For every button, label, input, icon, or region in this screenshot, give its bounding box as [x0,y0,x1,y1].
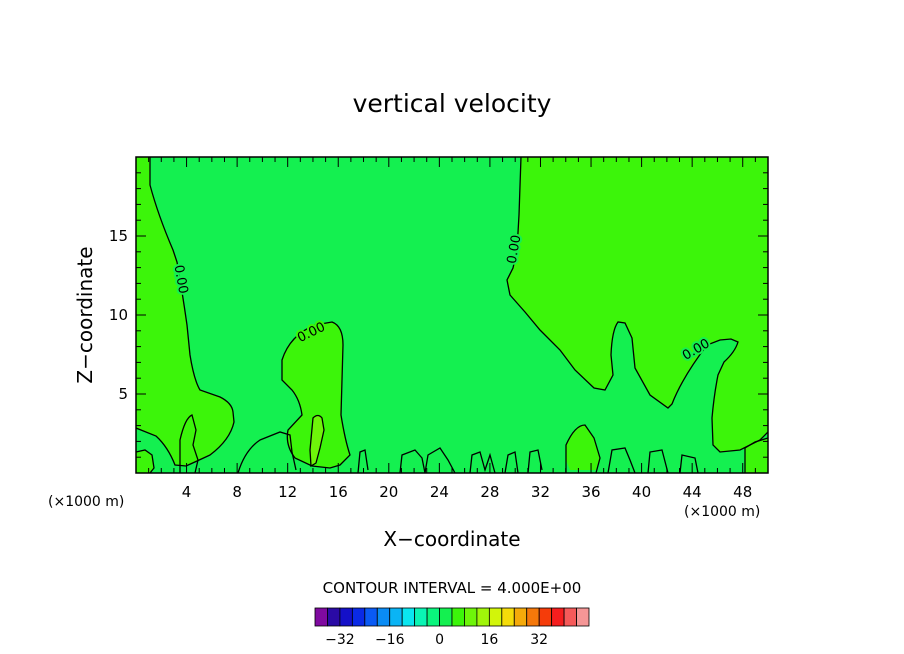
colorbar-swatch [464,607,478,627]
contour-line-bottom-noise-8 [504,449,543,473]
x-tick-label: 32 [531,483,550,501]
x-tick-label: 12 [278,483,297,501]
colorbar-label: −32 [325,632,355,648]
contour-line-bottom-noise-10 [607,447,669,473]
colorbar-swatch [426,607,440,627]
positive-region-center-bubble [282,322,350,468]
colorbar-swatch [488,607,503,627]
plot-area: 0.00 0.00 0.00 0.00 4 8 12 16 20 24 28 32 36 40 44… [109,156,769,501]
contour-line-bottom-noise-3 [237,431,297,473]
colorbar-swatch [314,607,328,627]
contour-line-bottom-noise-9 [565,424,601,473]
colorbar-swatch [551,607,565,627]
contour-line-bottom-noise-1 [136,449,155,473]
x-tick-label: 8 [232,483,242,501]
contour-line-left [136,157,235,467]
x-unit-left: (×1000 m) [48,494,124,510]
colorbar-label: 32 [530,632,548,648]
colorbar-swatch [563,607,577,627]
contour-line-bottom-noise-7 [469,451,496,473]
contour-interval-text: CONTOUR INTERVAL = 4.000E+00 [323,579,582,597]
x-unit-right: (×1000 m) [684,504,760,520]
colorbar-swatch [538,607,553,627]
x-tick-label: 28 [480,483,499,501]
positive-region-bottom-mid [566,425,600,470]
contour-line-right [506,157,768,453]
positive-region-bottom-left-1 [136,450,154,473]
colorbar-swatch [576,607,590,627]
colorbar-swatch [476,607,490,627]
colorbar-swatch [414,607,428,627]
x-tick-label: 24 [430,483,449,501]
colorbar-swatch [526,607,540,627]
colorbar-label: −16 [375,632,405,648]
contour-label: 0.00 [505,234,525,265]
colorbar-swatch [364,607,378,627]
chart-title: vertical velocity [353,89,552,118]
y-tick-label: 10 [109,306,128,324]
contour-line-bottom-noise-4 [357,449,369,473]
positive-region-bottom-right [745,438,768,473]
colorbar-swatch [501,607,515,627]
contour-line-peak [309,414,325,468]
x-tick-label: 20 [379,483,398,501]
contour-line-bottom-noise-2 [179,414,199,473]
colorbar-label: 16 [480,632,498,648]
y-tick-label: 15 [109,227,128,245]
colorbar-swatch [327,607,341,627]
y-axis: 5 10 15 [109,156,768,474]
contour-line-bottom-noise-5 [399,449,426,473]
contour-line-center [281,321,351,469]
x-tick-label: 40 [632,483,651,501]
positive-region-strong-peak [310,415,324,466]
y-tick-label: 5 [118,385,128,403]
colorbar-swatch [401,607,416,627]
x-tick-label: 16 [329,483,348,501]
x-tick-label: 36 [581,483,600,501]
x-tick-label: 4 [182,483,192,501]
colorbar: −32 −16 0 16 32 [314,607,590,648]
contour-line-bottom-noise-11 [679,437,768,473]
x-axis: 4 8 12 16 20 24 28 32 36 40 44 48 [135,157,769,501]
x-tick-label: 48 [733,483,752,501]
y-axis-title: Z−coordinate [73,246,97,383]
contour-lines [136,157,768,473]
colorbar-swatch [351,607,366,627]
colorbar-swatch [389,607,403,627]
colorbar-swatch [451,607,465,627]
positive-region-upper-right [507,157,768,452]
colorbar-swatch [339,607,353,627]
colorbar-swatch [439,607,453,627]
colorbar-label: 0 [435,632,444,648]
x-axis-title: X−coordinate [383,527,520,551]
contour-line-bottom-noise-6 [424,447,456,473]
colorbar-swatch [513,607,528,627]
contour-label: 0.00 [171,264,191,295]
colorbar-swatch [376,607,391,627]
x-tick-label: 44 [683,483,702,501]
